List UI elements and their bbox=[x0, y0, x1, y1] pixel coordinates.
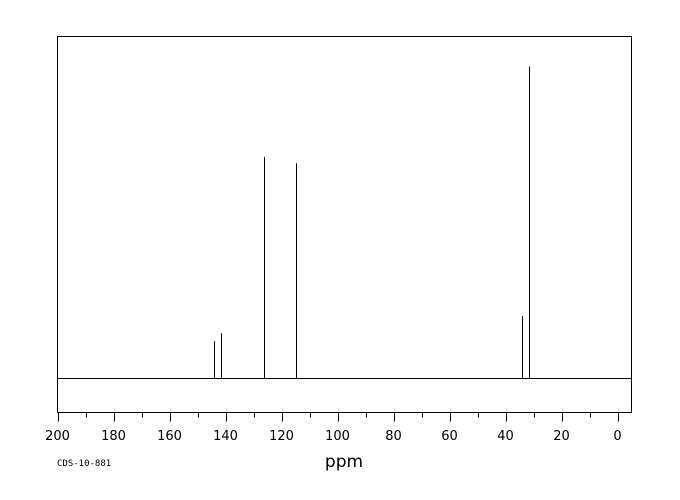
plot-frame bbox=[57, 36, 632, 413]
peaks-layer bbox=[214, 66, 530, 379]
x-tick-label: 20 bbox=[553, 429, 570, 444]
x-tick-label: 80 bbox=[385, 429, 402, 444]
x-tick-label: 200 bbox=[45, 429, 70, 444]
x-axis-ticks bbox=[58, 412, 619, 422]
x-tick-label: 120 bbox=[269, 429, 294, 444]
x-tick-label: 160 bbox=[157, 429, 182, 444]
x-tick-label: 180 bbox=[101, 429, 126, 444]
x-tick-label: 100 bbox=[325, 429, 350, 444]
spectrum-code-label: CDS-10-881 bbox=[57, 459, 111, 469]
x-axis-title: ppm bbox=[325, 452, 363, 472]
x-tick-label: 60 bbox=[441, 429, 458, 444]
x-tick-label: 0 bbox=[613, 429, 621, 444]
x-tick-label: 40 bbox=[497, 429, 514, 444]
x-tick-label: 140 bbox=[213, 429, 238, 444]
x-axis-tick-labels: 200 180 160 140 120 100 80 60 40 20 0 bbox=[45, 429, 622, 444]
